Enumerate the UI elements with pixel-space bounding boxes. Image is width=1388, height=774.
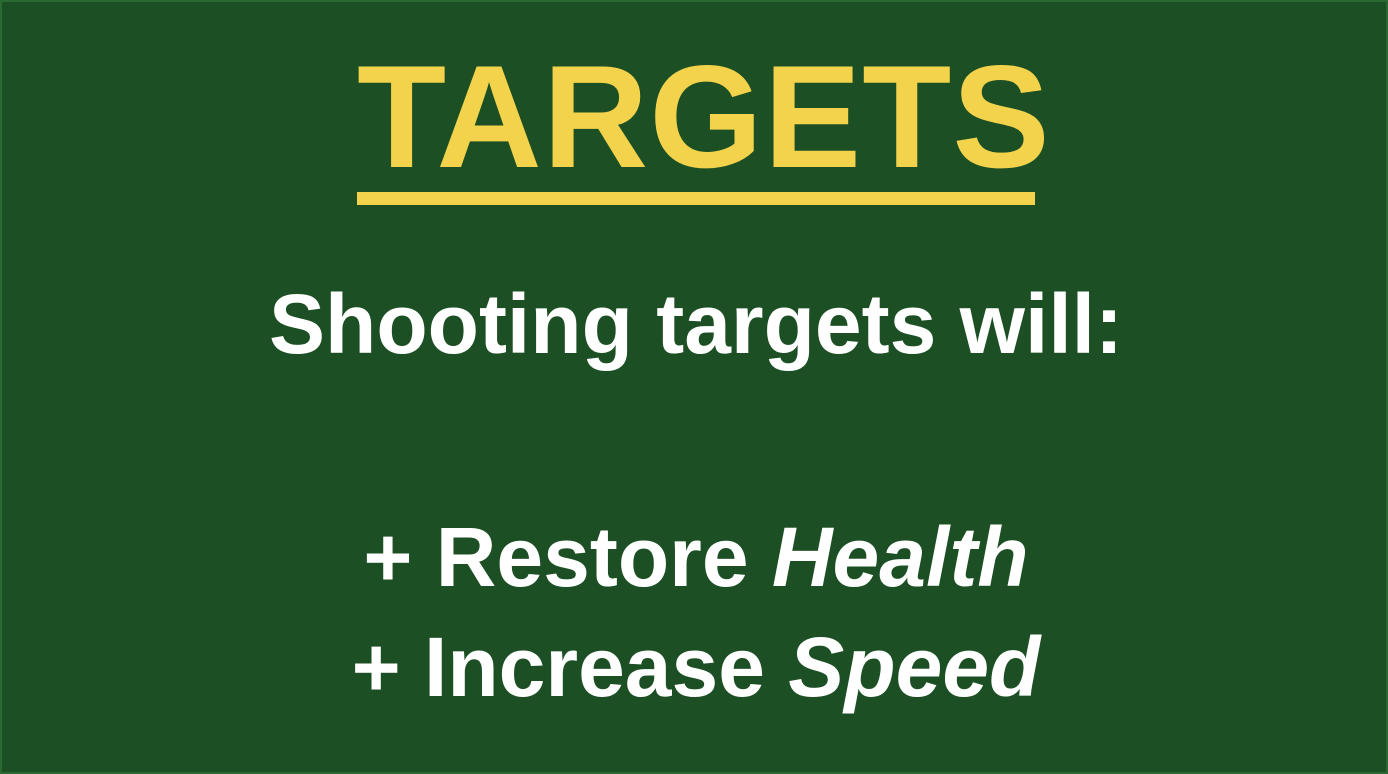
bonus-emphasis: Health (771, 510, 1029, 604)
title-container: TARGETS (357, 35, 1051, 198)
bonus-emphasis: Speed (788, 620, 1041, 714)
title-underline (357, 192, 1035, 205)
bonus-prefix: + Increase (351, 620, 789, 714)
subtitle: Shooting targets will: (269, 277, 1123, 371)
bonus-prefix: + Restore (363, 510, 772, 604)
panel-title: TARGETS (357, 35, 1051, 198)
bonus-increase-speed: + Increase Speed (2, 617, 1388, 717)
bonus-restore-health: + Restore Health (2, 507, 1388, 607)
